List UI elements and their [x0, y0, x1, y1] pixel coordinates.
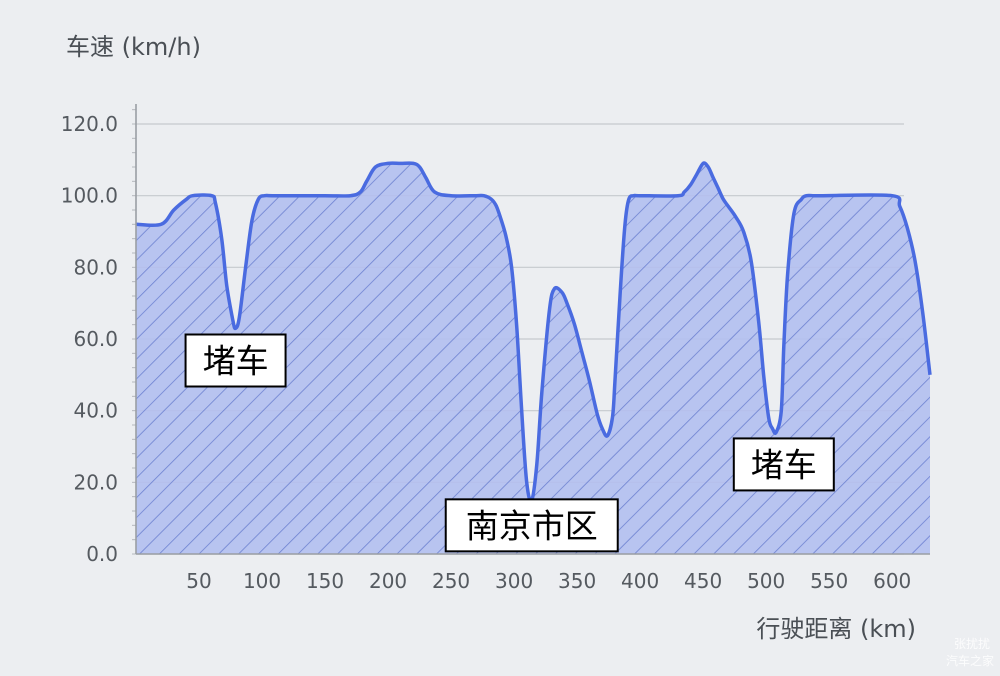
x-tick-label: 350 — [558, 569, 596, 593]
axes — [135, 104, 930, 555]
annotation-label: 堵车 — [751, 445, 817, 484]
x-tick-label: 250 — [432, 569, 470, 593]
y-tick-label: 20.0 — [73, 470, 118, 494]
watermark-site: 汽车之家 — [946, 653, 994, 668]
annotation-label: 南京市区 — [466, 506, 598, 545]
x-axis-title: 行驶距离 (km) — [756, 615, 916, 643]
x-tick-label: 150 — [306, 569, 344, 593]
y-tick-label: 80.0 — [73, 255, 118, 279]
y-tick-label: 40.0 — [73, 399, 118, 423]
y-tick-label: 0.0 — [86, 542, 118, 566]
x-tick-label: 300 — [495, 569, 533, 593]
x-tick-label: 500 — [747, 569, 785, 593]
annotation-frame — [444, 498, 619, 553]
y-axis-title: 车速 (km/h) — [66, 33, 201, 61]
annotation-box: 南京市区 — [444, 498, 619, 553]
annotation-box: 堵车 — [732, 437, 835, 492]
annotation-frame — [732, 437, 835, 492]
y-tick-labels: 0.0 20.0 40.0 60.0 80.0 100.0 120.0 — [61, 112, 118, 566]
series-line — [135, 161, 932, 503]
area-hatch — [136, 163, 930, 554]
x-tick-label: 450 — [684, 569, 722, 593]
annotation-frame — [184, 333, 287, 388]
watermark-author: 张扰扰 — [954, 637, 990, 651]
x-tick-label: 200 — [369, 569, 407, 593]
x-tick-label: 100 — [243, 569, 281, 593]
annotation-label: 堵车 — [203, 342, 269, 381]
area-series — [135, 161, 932, 554]
x-tick-label: 50 — [186, 569, 211, 593]
x-tick-label: 550 — [810, 569, 848, 593]
y-tick-label: 100.0 — [61, 184, 118, 208]
y-tick-label: 120.0 — [61, 112, 118, 136]
x-tick-labels: 50 100 150 200 250 300 350 400 450 500 550 600 — [186, 569, 911, 593]
y-tick-label: 60.0 — [73, 327, 118, 351]
x-tick-label: 400 — [621, 569, 659, 593]
x-tick-label: 600 — [873, 569, 911, 593]
annotation-box: 堵车 — [184, 333, 287, 388]
